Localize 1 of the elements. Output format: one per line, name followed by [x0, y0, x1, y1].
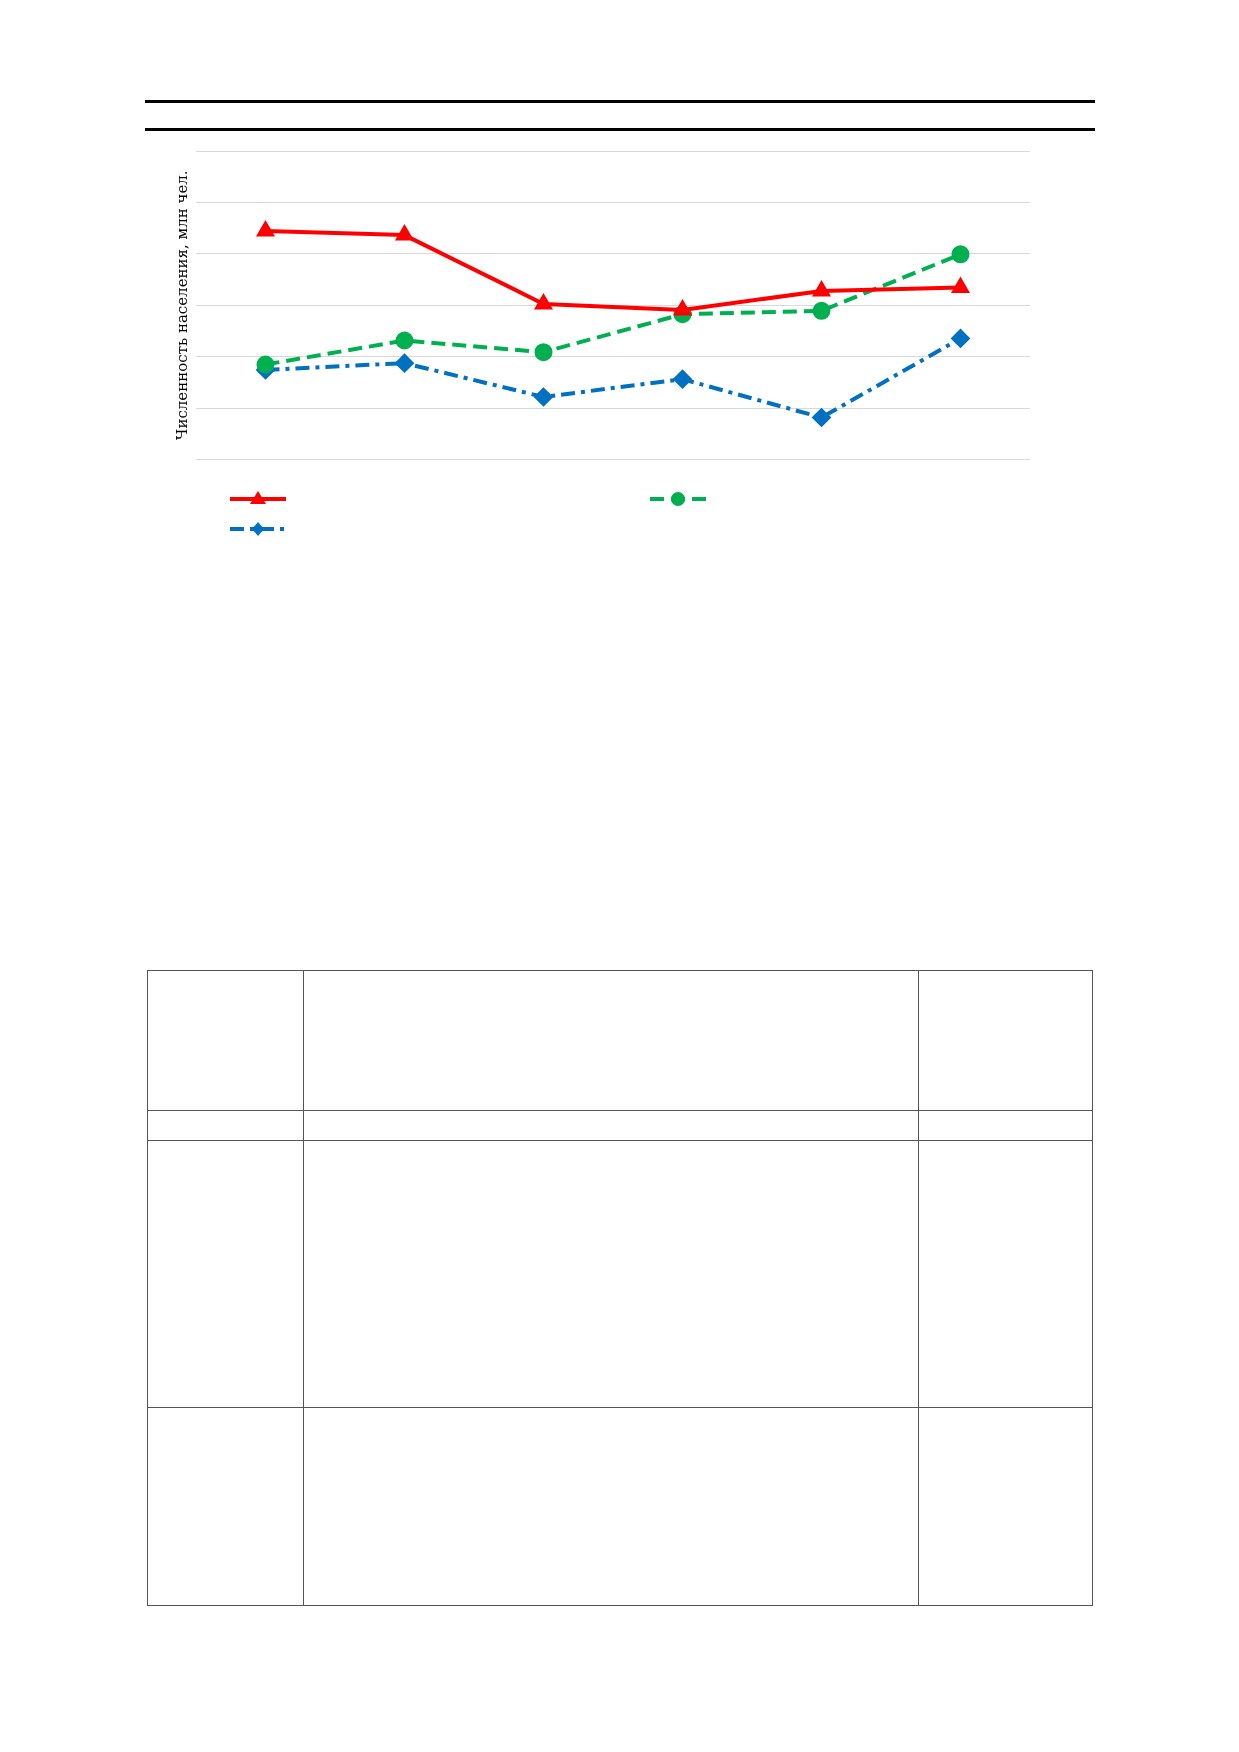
y-axis-title: Численность населения, млн чел.	[172, 170, 191, 441]
